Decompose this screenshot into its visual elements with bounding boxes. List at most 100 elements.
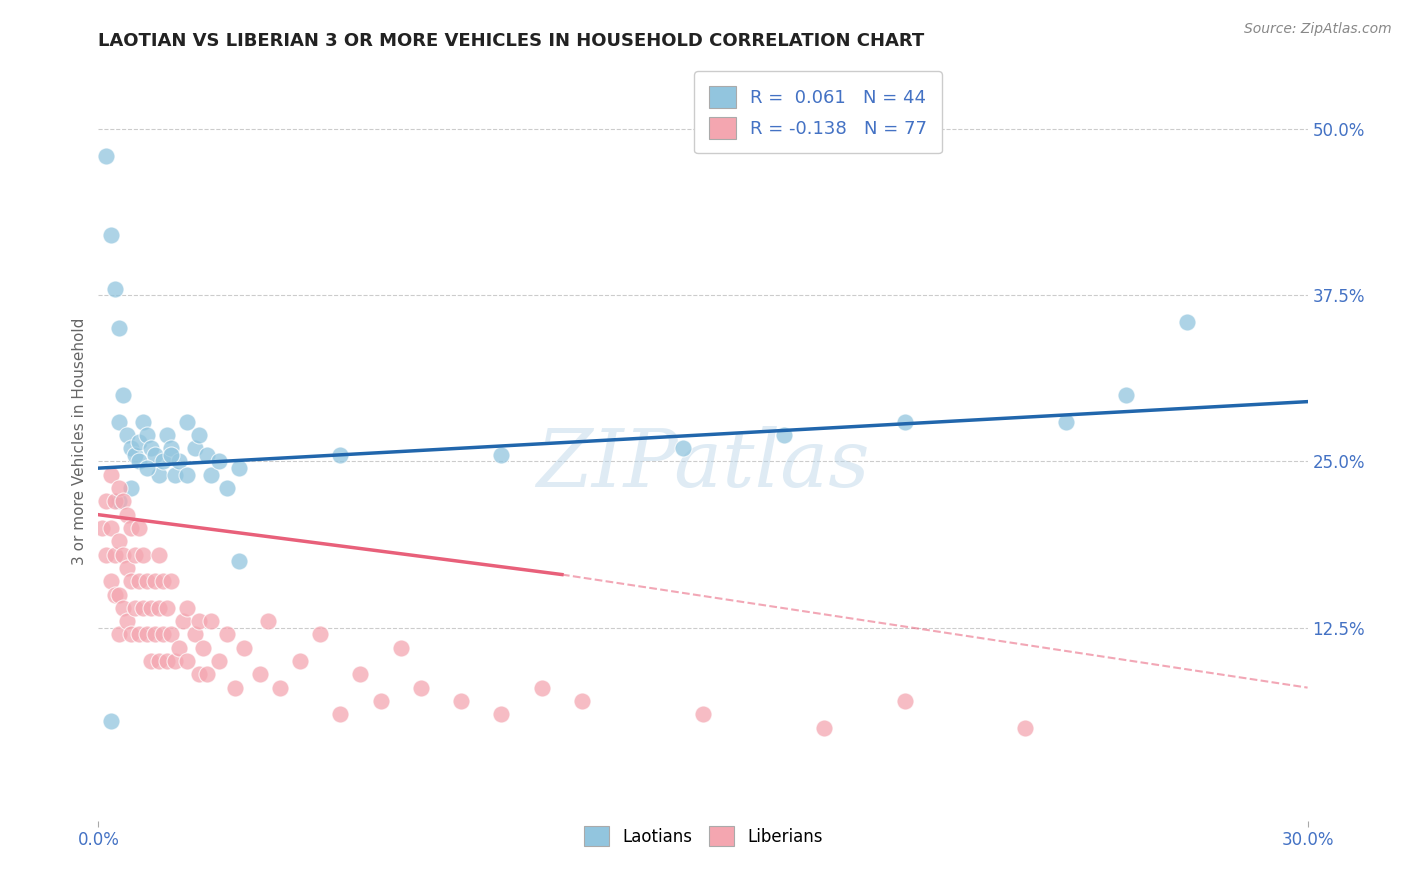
Point bbox=[107, 415, 129, 429]
Point bbox=[128, 454, 150, 468]
Point bbox=[156, 428, 179, 442]
Point bbox=[228, 554, 250, 568]
Point bbox=[143, 448, 166, 462]
Point bbox=[103, 494, 125, 508]
Point bbox=[124, 448, 146, 462]
Point bbox=[148, 548, 170, 562]
Point bbox=[692, 707, 714, 722]
Point bbox=[167, 640, 190, 655]
Point bbox=[208, 654, 231, 668]
Point bbox=[176, 654, 198, 668]
Point bbox=[111, 494, 134, 508]
Point bbox=[269, 681, 291, 695]
Point bbox=[135, 428, 157, 442]
Point bbox=[111, 388, 134, 402]
Point bbox=[188, 667, 211, 681]
Point bbox=[184, 627, 207, 641]
Point bbox=[200, 467, 222, 482]
Point bbox=[228, 461, 250, 475]
Point bbox=[120, 481, 142, 495]
Point bbox=[103, 587, 125, 601]
Point bbox=[188, 428, 211, 442]
Point bbox=[100, 521, 122, 535]
Point bbox=[107, 587, 129, 601]
Point bbox=[450, 694, 472, 708]
Point bbox=[571, 694, 593, 708]
Point bbox=[172, 614, 194, 628]
Point bbox=[217, 481, 239, 495]
Point bbox=[208, 454, 231, 468]
Point bbox=[100, 467, 122, 482]
Point bbox=[160, 441, 183, 455]
Point bbox=[107, 494, 129, 508]
Point bbox=[139, 441, 162, 455]
Point bbox=[132, 415, 155, 429]
Point bbox=[152, 454, 174, 468]
Point bbox=[96, 148, 118, 162]
Point bbox=[370, 694, 392, 708]
Point bbox=[409, 681, 432, 695]
Point bbox=[491, 707, 513, 722]
Text: ZIPatlas: ZIPatlas bbox=[536, 425, 870, 503]
Point bbox=[256, 614, 278, 628]
Point bbox=[139, 654, 162, 668]
Point bbox=[120, 627, 142, 641]
Point bbox=[148, 600, 170, 615]
Point bbox=[132, 548, 155, 562]
Point bbox=[148, 654, 170, 668]
Point bbox=[96, 494, 118, 508]
Point bbox=[491, 448, 513, 462]
Point bbox=[893, 415, 915, 429]
Point bbox=[1175, 315, 1198, 329]
Point bbox=[232, 640, 254, 655]
Point bbox=[100, 714, 122, 728]
Point bbox=[530, 681, 553, 695]
Point bbox=[143, 627, 166, 641]
Point bbox=[893, 694, 915, 708]
Point bbox=[309, 627, 332, 641]
Point bbox=[135, 627, 157, 641]
Point bbox=[111, 548, 134, 562]
Point bbox=[813, 721, 835, 735]
Point bbox=[120, 574, 142, 589]
Point bbox=[115, 508, 138, 522]
Point bbox=[91, 521, 114, 535]
Point bbox=[160, 627, 183, 641]
Point bbox=[115, 614, 138, 628]
Point bbox=[160, 574, 183, 589]
Point bbox=[156, 654, 179, 668]
Point bbox=[152, 627, 174, 641]
Point bbox=[100, 574, 122, 589]
Point bbox=[1014, 721, 1036, 735]
Y-axis label: 3 or more Vehicles in Household: 3 or more Vehicles in Household bbox=[72, 318, 87, 566]
Point bbox=[200, 614, 222, 628]
Point bbox=[249, 667, 271, 681]
Point bbox=[103, 282, 125, 296]
Point bbox=[156, 600, 179, 615]
Point bbox=[135, 574, 157, 589]
Point bbox=[163, 467, 186, 482]
Point bbox=[389, 640, 412, 655]
Point bbox=[120, 521, 142, 535]
Point bbox=[128, 627, 150, 641]
Point bbox=[349, 667, 371, 681]
Point bbox=[176, 600, 198, 615]
Point bbox=[124, 600, 146, 615]
Point bbox=[160, 448, 183, 462]
Point bbox=[107, 534, 129, 549]
Point bbox=[107, 321, 129, 335]
Point bbox=[115, 428, 138, 442]
Point bbox=[188, 614, 211, 628]
Point bbox=[132, 600, 155, 615]
Point bbox=[1054, 415, 1077, 429]
Point bbox=[184, 441, 207, 455]
Point bbox=[103, 548, 125, 562]
Point bbox=[128, 434, 150, 449]
Point bbox=[128, 521, 150, 535]
Point bbox=[96, 548, 118, 562]
Point bbox=[120, 441, 142, 455]
Point bbox=[128, 574, 150, 589]
Point bbox=[288, 654, 311, 668]
Point bbox=[217, 627, 239, 641]
Point bbox=[143, 574, 166, 589]
